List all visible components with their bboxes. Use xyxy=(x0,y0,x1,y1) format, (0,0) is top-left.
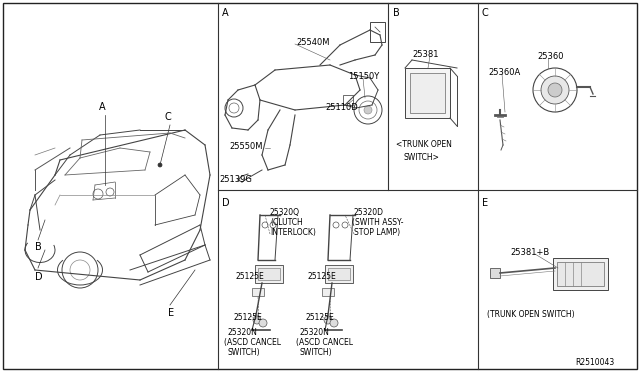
Circle shape xyxy=(324,316,332,324)
Bar xyxy=(490,268,500,278)
Text: 25320N: 25320N xyxy=(228,328,258,337)
Bar xyxy=(328,268,350,280)
Text: SWITCH): SWITCH) xyxy=(300,348,333,357)
Bar xyxy=(322,288,334,296)
Circle shape xyxy=(93,189,103,199)
Text: 25125E: 25125E xyxy=(307,272,336,281)
Circle shape xyxy=(533,68,577,112)
Circle shape xyxy=(253,316,261,324)
Circle shape xyxy=(262,222,268,228)
Text: SWITCH): SWITCH) xyxy=(228,348,260,357)
Text: C: C xyxy=(482,8,489,18)
Text: 25360: 25360 xyxy=(537,52,563,61)
Bar xyxy=(370,22,385,42)
Text: 25320Q: 25320Q xyxy=(270,208,300,217)
Circle shape xyxy=(158,163,162,167)
Text: (ASCD CANCEL: (ASCD CANCEL xyxy=(224,338,281,347)
Text: (TRUNK OPEN SWITCH): (TRUNK OPEN SWITCH) xyxy=(487,310,575,319)
Text: (ASCD CANCEL: (ASCD CANCEL xyxy=(296,338,353,347)
Text: 25139G: 25139G xyxy=(219,175,252,184)
Circle shape xyxy=(70,260,90,280)
Text: R2510043: R2510043 xyxy=(576,358,615,367)
Circle shape xyxy=(225,99,243,117)
Circle shape xyxy=(330,319,338,327)
Bar xyxy=(325,265,353,283)
Text: 25540M: 25540M xyxy=(296,38,330,47)
Text: A: A xyxy=(222,8,228,18)
Text: 25360A: 25360A xyxy=(488,68,520,77)
Text: 25320D: 25320D xyxy=(354,208,384,217)
Text: E: E xyxy=(482,198,488,208)
Text: 25381: 25381 xyxy=(412,50,438,59)
Circle shape xyxy=(342,222,348,228)
Bar xyxy=(553,258,608,290)
Circle shape xyxy=(333,222,339,228)
Bar xyxy=(252,288,264,296)
Text: 25125E: 25125E xyxy=(233,313,262,322)
Text: (CLUTCH: (CLUTCH xyxy=(270,218,303,227)
Text: E: E xyxy=(168,308,174,318)
Bar xyxy=(410,73,445,113)
Text: B: B xyxy=(393,8,400,18)
Text: C: C xyxy=(164,112,172,122)
Text: A: A xyxy=(99,102,106,112)
Bar xyxy=(255,265,283,283)
Bar xyxy=(343,95,353,105)
Text: STOP LAMP): STOP LAMP) xyxy=(354,228,400,237)
Circle shape xyxy=(541,76,569,104)
Bar xyxy=(557,262,604,286)
Circle shape xyxy=(62,252,98,288)
Text: SWITCH>: SWITCH> xyxy=(403,153,439,162)
Circle shape xyxy=(548,83,562,97)
Circle shape xyxy=(259,319,267,327)
Text: 25125E: 25125E xyxy=(235,272,264,281)
Text: 25125E: 25125E xyxy=(305,313,333,322)
Circle shape xyxy=(364,106,372,114)
Bar xyxy=(405,68,450,118)
Circle shape xyxy=(270,222,276,228)
Circle shape xyxy=(106,188,114,196)
Text: D: D xyxy=(35,272,43,282)
Text: 25320N: 25320N xyxy=(300,328,330,337)
Text: 25550M: 25550M xyxy=(229,142,262,151)
Text: 15150Y: 15150Y xyxy=(348,72,380,81)
Text: 25110D: 25110D xyxy=(325,103,358,112)
Bar xyxy=(258,268,280,280)
Text: <TRUNK OPEN: <TRUNK OPEN xyxy=(396,140,452,149)
Text: 25381+B: 25381+B xyxy=(510,248,549,257)
Text: INTERLOCK): INTERLOCK) xyxy=(270,228,316,237)
Text: B: B xyxy=(35,242,42,252)
Circle shape xyxy=(229,103,239,113)
Text: (SWITH ASSY-: (SWITH ASSY- xyxy=(352,218,403,227)
Circle shape xyxy=(359,101,377,119)
Circle shape xyxy=(354,96,382,124)
Text: D: D xyxy=(222,198,230,208)
